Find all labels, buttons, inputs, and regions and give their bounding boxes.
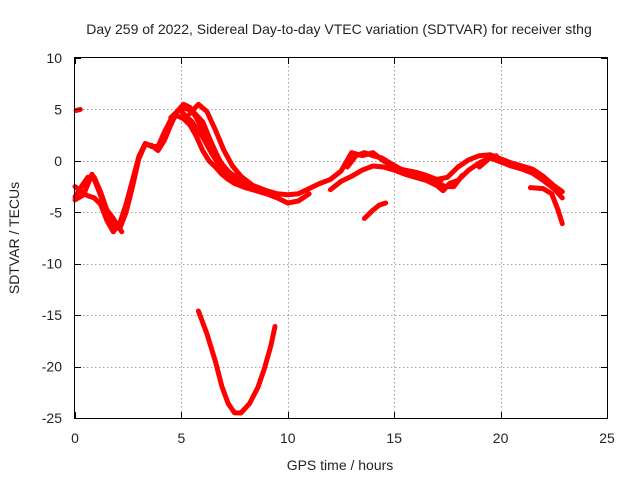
grid bbox=[75, 58, 607, 418]
x-tick-label: 25 bbox=[599, 430, 615, 446]
series-group bbox=[72, 101, 565, 416]
x-tick-label: 5 bbox=[178, 430, 186, 446]
plot-frame bbox=[74, 57, 608, 419]
series-arc-3 bbox=[72, 113, 312, 235]
series-arc-6 bbox=[178, 109, 250, 187]
y-axis-label: SDTVAR / TECUs bbox=[6, 182, 22, 294]
x-tick-labels: 0 5 10 15 20 25 bbox=[71, 430, 615, 446]
y-tick-label: -15 bbox=[42, 307, 62, 323]
series-arc-11 bbox=[361, 200, 389, 221]
y-tick-label: -25 bbox=[42, 410, 62, 426]
series-arc-5 bbox=[187, 101, 255, 187]
series-arc-13 bbox=[476, 153, 499, 170]
x-tick-label: 10 bbox=[280, 430, 296, 446]
y-tick-label: 5 bbox=[54, 101, 62, 117]
series-arc-12 bbox=[430, 172, 465, 190]
ticks bbox=[75, 58, 608, 419]
series-arc-15 bbox=[195, 308, 278, 416]
series-arc-4 bbox=[72, 171, 125, 235]
x-tick-label: 20 bbox=[493, 430, 509, 446]
y-tick-label: -20 bbox=[42, 359, 62, 375]
series-arc-10 bbox=[344, 150, 444, 183]
y-tick-label: 0 bbox=[54, 153, 62, 169]
series-arc-7 bbox=[168, 104, 244, 182]
y-tick-label: -5 bbox=[50, 204, 63, 220]
y-tick-label: 10 bbox=[46, 50, 62, 66]
series-arc-14 bbox=[527, 185, 565, 227]
chart-title: Day 259 of 2022, Sidereal Day-to-day VTE… bbox=[86, 21, 592, 37]
x-tick-label: 15 bbox=[386, 430, 402, 446]
y-tick-label: -10 bbox=[42, 256, 62, 272]
x-axis-label: GPS time / hours bbox=[287, 457, 394, 473]
x-tick-label: 0 bbox=[71, 430, 79, 446]
y-tick-labels: 10 5 0 -5 -10 -15 -20 -25 bbox=[42, 50, 62, 426]
